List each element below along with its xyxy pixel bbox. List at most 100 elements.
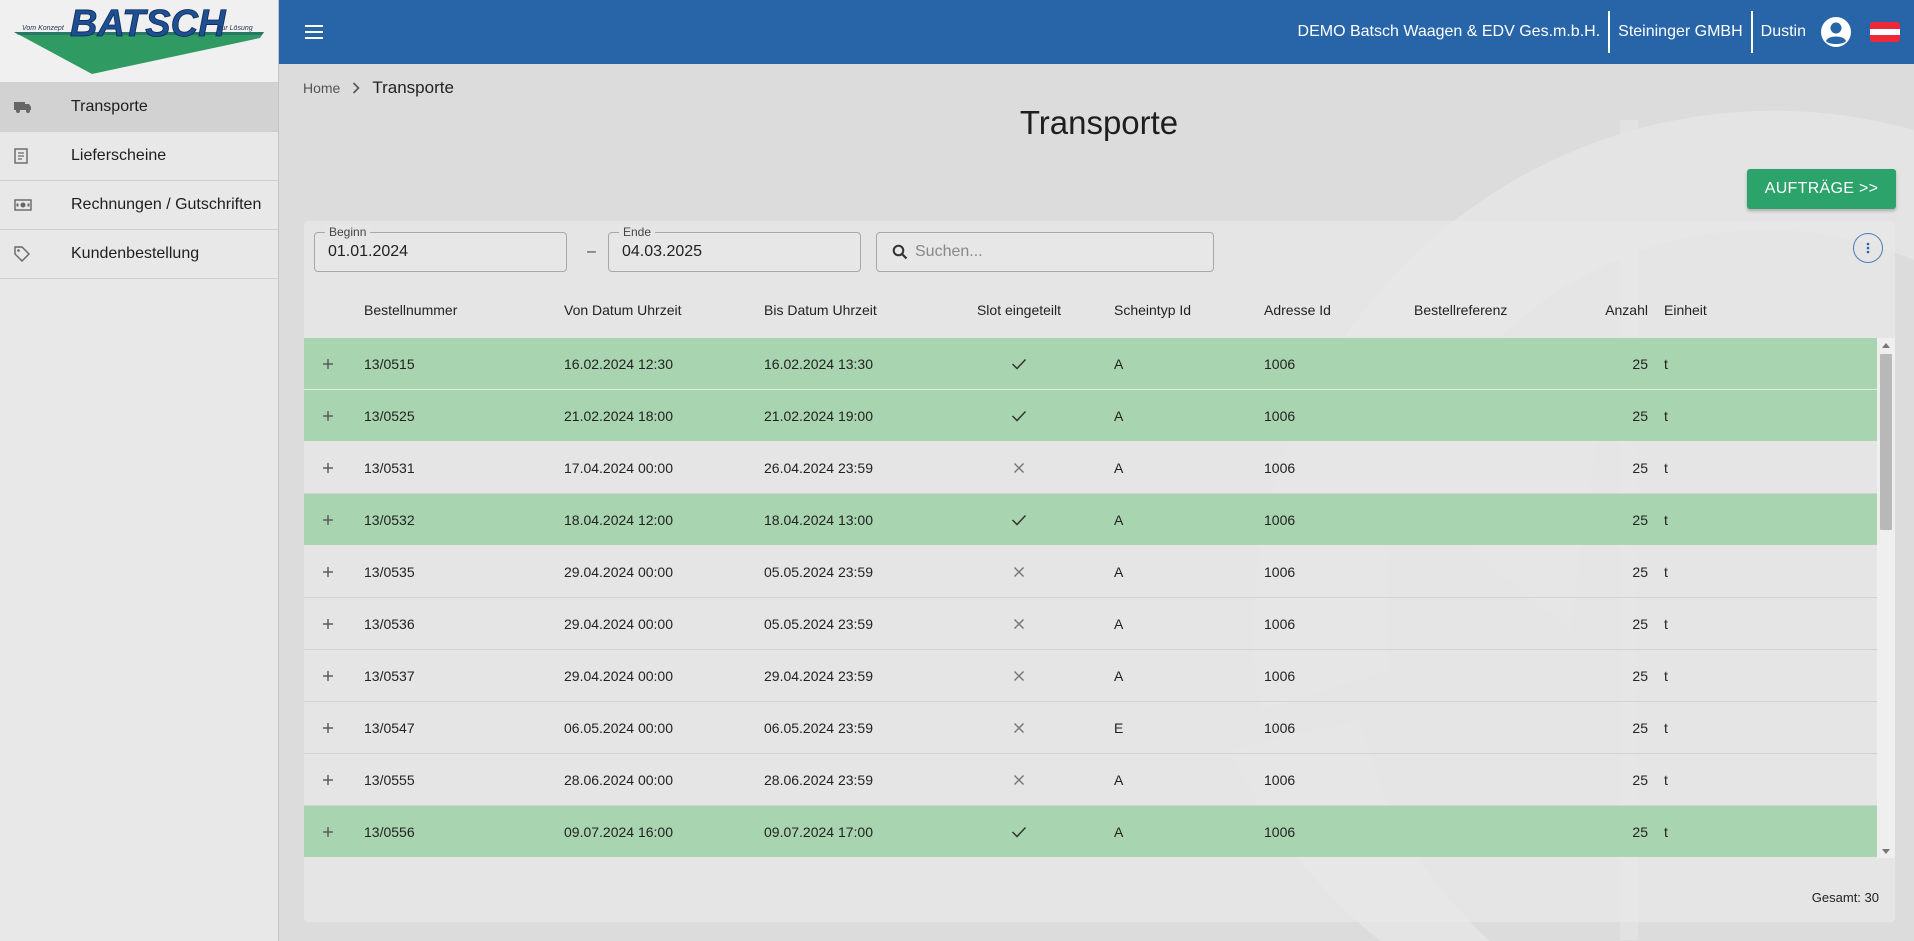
- cell-bis: 18.04.2024 13:00: [764, 511, 873, 528]
- cell-von: 18.04.2024 12:00: [564, 511, 673, 528]
- cell-bestellnummer: 13/0531: [364, 459, 415, 476]
- cell-bestellnummer: 13/0515: [364, 355, 415, 372]
- table-row[interactable]: 13/0547 06.05.2024 00:00 06.05.2024 23:59 E…: [304, 702, 1877, 754]
- column-header-von[interactable]: Von Datum Uhrzeit: [564, 302, 682, 318]
- header-divider: [1750, 11, 1753, 53]
- cell-anzahl: 25: [1632, 407, 1648, 424]
- table-row[interactable]: 13/0531 17.04.2024 00:00 26.04.2024 23:59 A…: [304, 442, 1877, 494]
- table-scrollbar[interactable]: [1877, 338, 1895, 858]
- scroll-up-arrow-icon[interactable]: [1877, 338, 1895, 352]
- cell-scheintyp: A: [1114, 407, 1124, 424]
- column-header-slot[interactable]: Slot eingeteilt: [976, 302, 1062, 318]
- expand-row-icon[interactable]: [304, 670, 352, 682]
- breadcrumb-home[interactable]: Home: [303, 80, 341, 96]
- sidebar-item-lieferscheine[interactable]: Lieferscheine: [0, 132, 278, 181]
- cell-einheit: t: [1664, 355, 1668, 372]
- expand-row-icon[interactable]: [304, 514, 352, 526]
- cell-anzahl: 25: [1632, 667, 1648, 684]
- check-icon: [944, 514, 1094, 526]
- expand-row-icon[interactable]: [304, 358, 352, 370]
- table-row[interactable]: 13/0535 29.04.2024 00:00 05.05.2024 23:59 A…: [304, 546, 1877, 598]
- menu-button[interactable]: [279, 0, 349, 64]
- expand-row-icon[interactable]: [304, 618, 352, 630]
- column-header-anzahl[interactable]: Anzahl: [1605, 302, 1648, 318]
- customer-name[interactable]: Steininger GMBH: [1618, 23, 1743, 40]
- cell-anzahl: 25: [1632, 771, 1648, 788]
- more-options-button[interactable]: [1853, 233, 1883, 263]
- page-title: Transporte: [1019, 104, 1179, 141]
- header-info: DEMO Batsch Waagen & EDV Ges.m.b.H. Stei…: [1290, 0, 1914, 64]
- cell-anzahl: 25: [1632, 459, 1648, 476]
- cell-scheintyp: A: [1114, 615, 1124, 632]
- table-row[interactable]: 13/0537 29.04.2024 00:00 29.04.2024 23:59 A…: [304, 650, 1877, 702]
- cell-bestellnummer: 13/0535: [364, 563, 415, 580]
- user-name[interactable]: Dustin: [1760, 23, 1806, 40]
- cell-bis: 26.04.2024 23:59: [764, 459, 873, 476]
- expand-row-icon[interactable]: [304, 462, 352, 474]
- table-row[interactable]: 13/0555 28.06.2024 00:00 28.06.2024 23:59 A…: [304, 754, 1877, 806]
- table-row[interactable]: 13/0532 18.04.2024 12:00 18.04.2024 13:00 A…: [304, 494, 1877, 546]
- cell-bestellnummer: 13/0547: [364, 719, 415, 736]
- scroll-down-arrow-icon[interactable]: [1877, 844, 1895, 858]
- table-header: Bestellnummer Von Datum Uhrzeit Bis Datu…: [304, 282, 1895, 338]
- end-date-input[interactable]: [622, 243, 822, 261]
- cell-adresse: 1006: [1264, 771, 1296, 788]
- cell-bis: 28.06.2024 23:59: [764, 771, 873, 788]
- end-date-field[interactable]: Ende: [608, 225, 861, 272]
- table-row[interactable]: 13/0556 09.07.2024 16:00 09.07.2024 17:00 A…: [304, 806, 1877, 858]
- close-icon: [944, 566, 1094, 578]
- expand-row-icon[interactable]: [304, 774, 352, 786]
- expand-row-icon[interactable]: [304, 410, 352, 422]
- sidebar-item-transporte[interactable]: Transporte: [0, 83, 278, 132]
- check-icon: [944, 826, 1094, 838]
- table-row[interactable]: 13/0536 29.04.2024 00:00 05.05.2024 23:59 A…: [304, 598, 1877, 650]
- check-icon: [944, 410, 1094, 422]
- top-app-bar: DEMO Batsch Waagen & EDV Ges.m.b.H. Stei…: [279, 0, 1914, 64]
- expand-row-icon[interactable]: [304, 826, 352, 838]
- cell-adresse: 1006: [1264, 511, 1296, 528]
- transport-table-card: Beginn – Ende Bestellnummer Von Datum Uh…: [304, 221, 1895, 922]
- cell-von: 29.04.2024 00:00: [564, 615, 673, 632]
- cell-scheintyp: A: [1114, 823, 1124, 840]
- scrollbar-thumb[interactable]: [1880, 354, 1892, 530]
- cell-von: 29.04.2024 00:00: [564, 563, 673, 580]
- column-header-bis[interactable]: Bis Datum Uhrzeit: [764, 302, 877, 318]
- cell-bis: 21.02.2024 19:00: [764, 407, 873, 424]
- sidebar-item-rechnungen[interactable]: Rechnungen / Gutschriften: [0, 181, 278, 230]
- cell-einheit: t: [1664, 511, 1668, 528]
- search-field[interactable]: [876, 232, 1214, 272]
- austria-flag-icon[interactable]: [1870, 22, 1900, 42]
- cell-von: 28.06.2024 00:00: [564, 771, 673, 788]
- expand-row-icon[interactable]: [304, 566, 352, 578]
- cell-scheintyp: A: [1114, 511, 1124, 528]
- column-header-einheit[interactable]: Einheit: [1664, 302, 1707, 318]
- column-header-scheintyp[interactable]: Scheintyp Id: [1114, 302, 1192, 318]
- table-row[interactable]: 13/0515 16.02.2024 12:30 16.02.2024 13:30 A…: [304, 338, 1877, 390]
- cell-bestellnummer: 13/0536: [364, 615, 415, 632]
- search-input[interactable]: [915, 243, 1195, 261]
- cell-adresse: 1006: [1264, 719, 1296, 736]
- account-icon[interactable]: [1820, 16, 1852, 48]
- cell-adresse: 1006: [1264, 355, 1296, 372]
- date-range-separator: –: [587, 243, 596, 260]
- sidebar-item-kundenbestellung[interactable]: Kundenbestellung: [0, 230, 278, 279]
- truck-icon: [0, 100, 71, 114]
- cell-von: 16.02.2024 12:30: [564, 355, 673, 372]
- auftraege-button[interactable]: AUFTRÄGE >>: [1747, 169, 1896, 209]
- begin-date-input[interactable]: [328, 243, 528, 261]
- sidebar-nav: Transporte Lieferscheine Rechnungen / Gu…: [0, 82, 278, 279]
- cell-adresse: 1006: [1264, 407, 1296, 424]
- cell-anzahl: 25: [1632, 511, 1648, 528]
- svg-text:zur Lösung: zur Lösung: [217, 25, 253, 32]
- more-vert-icon: [1866, 242, 1870, 254]
- column-header-adresse[interactable]: Adresse Id: [1264, 302, 1331, 318]
- receipt-icon: [0, 148, 71, 164]
- begin-date-field[interactable]: Beginn: [314, 225, 567, 272]
- expand-row-icon[interactable]: [304, 722, 352, 734]
- table-row[interactable]: 13/0525 21.02.2024 18:00 21.02.2024 19:00 A…: [304, 390, 1877, 442]
- column-header-bestellnummer[interactable]: Bestellnummer: [364, 302, 458, 318]
- cell-von: 09.07.2024 16:00: [564, 823, 673, 840]
- cell-einheit: t: [1664, 771, 1668, 788]
- sidebar-item-label: Lieferscheine: [71, 147, 167, 164]
- column-header-bestellreferenz[interactable]: Bestellreferenz: [1414, 302, 1508, 318]
